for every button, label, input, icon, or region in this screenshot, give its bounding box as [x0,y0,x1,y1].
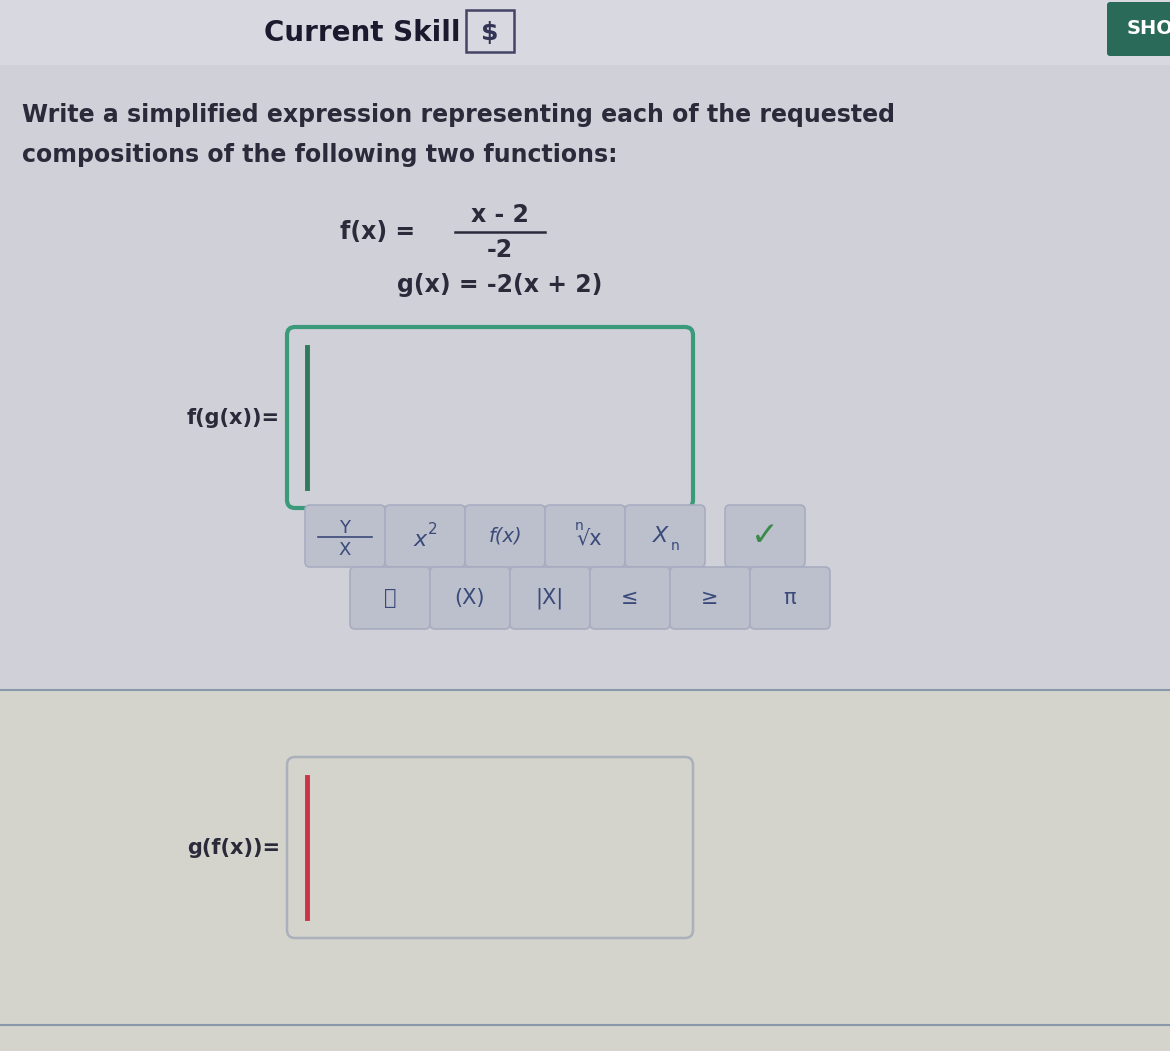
FancyBboxPatch shape [670,566,750,628]
Text: Write a simplified expression representing each of the requested: Write a simplified expression representi… [22,103,895,127]
Text: Y: Y [339,519,351,537]
Text: n: n [574,519,584,533]
Text: x - 2: x - 2 [472,203,529,227]
Text: -2: -2 [487,238,514,262]
Text: g(x) = -2(x + 2): g(x) = -2(x + 2) [398,273,603,297]
Text: g(f(x))=: g(f(x))= [187,838,280,858]
FancyBboxPatch shape [464,504,545,566]
FancyBboxPatch shape [625,504,706,566]
FancyBboxPatch shape [466,11,514,51]
Text: ≤: ≤ [621,588,639,607]
FancyBboxPatch shape [0,0,1170,65]
FancyBboxPatch shape [725,504,805,566]
Text: f(x) =: f(x) = [339,220,415,244]
FancyBboxPatch shape [0,65,1170,1045]
Text: Current Skill: Current Skill [263,19,460,47]
FancyBboxPatch shape [1107,2,1170,56]
Text: X: X [653,526,668,547]
Text: (X): (X) [455,588,486,607]
Text: ≥: ≥ [701,588,718,607]
Text: 2: 2 [428,521,438,536]
Text: ✓: ✓ [751,519,779,553]
FancyBboxPatch shape [385,504,464,566]
FancyBboxPatch shape [590,566,670,628]
FancyBboxPatch shape [750,566,830,628]
Text: π: π [784,588,797,607]
Text: n: n [670,539,680,553]
FancyBboxPatch shape [350,566,431,628]
Text: X: X [339,541,351,559]
FancyBboxPatch shape [0,691,1170,1051]
Text: compositions of the following two functions:: compositions of the following two functi… [22,143,618,167]
FancyBboxPatch shape [305,504,385,566]
FancyBboxPatch shape [287,757,693,937]
FancyBboxPatch shape [431,566,510,628]
Text: f(g(x))=: f(g(x))= [187,408,280,428]
FancyBboxPatch shape [545,504,625,566]
Text: $: $ [481,21,498,45]
Text: SHO: SHO [1127,20,1170,39]
Text: f(x): f(x) [488,527,522,545]
Text: x: x [413,530,427,550]
Text: √x: √x [576,529,601,549]
FancyBboxPatch shape [510,566,590,628]
FancyBboxPatch shape [287,327,693,508]
Text: 🗑: 🗑 [384,588,397,607]
Text: |X|: |X| [536,588,564,609]
